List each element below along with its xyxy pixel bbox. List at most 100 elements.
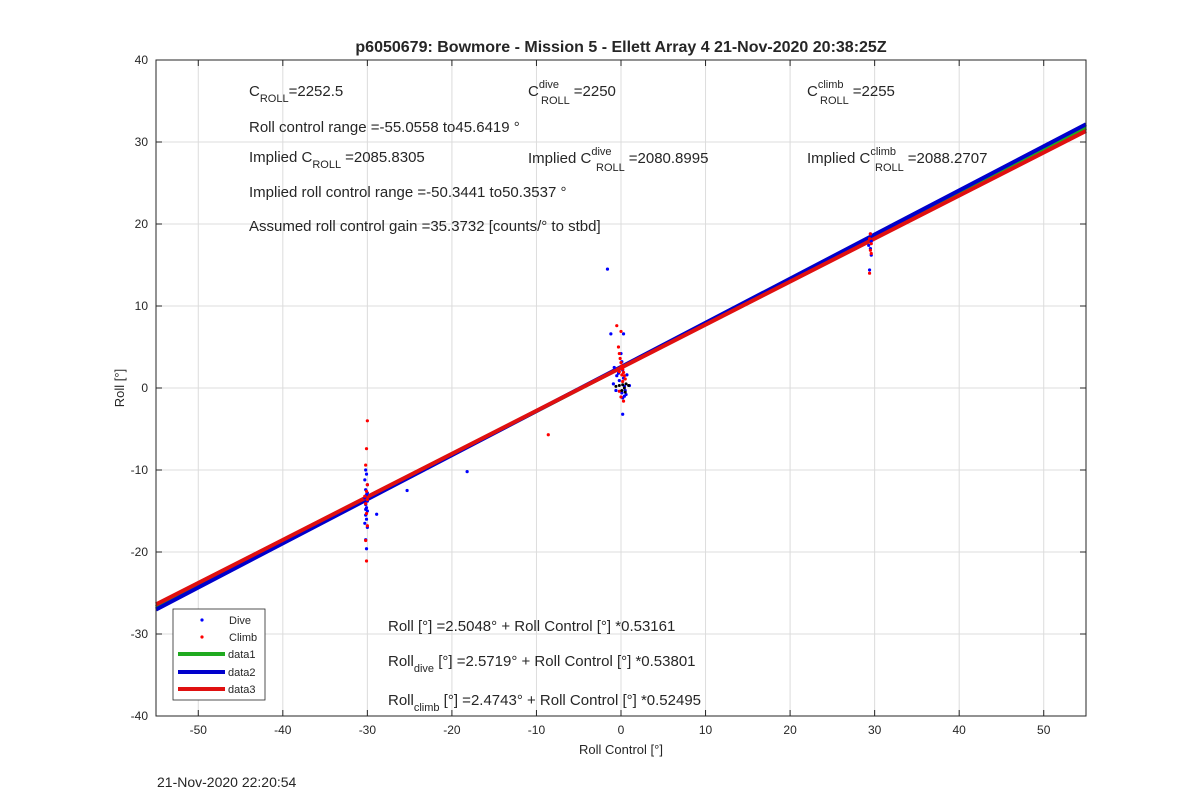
legend: Dive Climb data1 data2 data3 bbox=[172, 608, 266, 701]
point-climb bbox=[364, 447, 369, 451]
timestamp: 21-Nov-2020 22:20:54 bbox=[157, 774, 297, 790]
x-tick-label: 0 bbox=[618, 723, 625, 737]
point-dive bbox=[363, 521, 367, 525]
point-climb bbox=[364, 559, 369, 563]
x-tick-label: 20 bbox=[783, 723, 797, 737]
point-dive bbox=[465, 470, 469, 474]
point-climb bbox=[617, 389, 621, 393]
point-climb bbox=[620, 373, 624, 377]
y-tick-label: 0 bbox=[141, 381, 148, 395]
point-dive bbox=[621, 332, 626, 336]
y-tick-label: -20 bbox=[131, 545, 149, 559]
point-dive bbox=[363, 478, 367, 482]
x-tick-label: 40 bbox=[953, 723, 967, 737]
point-cursor bbox=[623, 390, 627, 394]
point-dive bbox=[364, 517, 369, 521]
point-climb bbox=[364, 511, 369, 516]
annotation-implied-c-roll: Implied CROLL =2085.8305 bbox=[249, 149, 425, 171]
fit-line-data3 bbox=[155, 129, 1087, 607]
point-climb bbox=[621, 399, 626, 403]
annotation-implied-c-climb: Implied Cclimb ROLL=2088.2707 bbox=[807, 146, 987, 174]
point-climb bbox=[620, 364, 624, 368]
y-tick-label: -40 bbox=[131, 709, 149, 723]
point-climb bbox=[364, 538, 368, 543]
legend-label-data2: data2 bbox=[228, 667, 256, 679]
point-dive bbox=[621, 412, 625, 416]
point-climb bbox=[615, 324, 619, 328]
legend-label-climb: Climb bbox=[229, 632, 257, 644]
legend-marker-dive bbox=[200, 618, 204, 622]
point-dive bbox=[867, 268, 872, 272]
annotation-fit-climb: Rollclimb [°] =2.4743° + Roll Control [°… bbox=[388, 692, 701, 714]
point-climb bbox=[365, 483, 369, 487]
axis-ticks: -50 -40 -30 -20 -10 0 10 20 30 40 50 -40 -30 -20 -10 0 1… bbox=[131, 53, 1086, 737]
point-cursor bbox=[620, 388, 624, 392]
point-climb bbox=[867, 271, 872, 275]
point-climb bbox=[867, 237, 872, 241]
point-dive bbox=[364, 547, 369, 551]
point-climb bbox=[623, 377, 627, 381]
x-tick-label: 10 bbox=[699, 723, 713, 737]
point-climb bbox=[365, 497, 369, 502]
y-axis-label: Roll [°] bbox=[112, 369, 127, 407]
point-dive bbox=[614, 388, 618, 393]
x-tick-label: -30 bbox=[359, 723, 377, 737]
annotation-c-climb: Cclimb ROLL=2255 bbox=[807, 79, 895, 107]
annotation-implied-range: Implied roll control range =-50.3441 to5… bbox=[249, 184, 566, 201]
point-climb bbox=[621, 367, 625, 371]
point-cursor bbox=[627, 384, 631, 388]
point-dive bbox=[364, 507, 368, 511]
legend-marker-climb bbox=[200, 635, 204, 639]
point-dive bbox=[612, 365, 616, 370]
annotation-c-dive: Cdive ROLL=2250 bbox=[528, 79, 616, 107]
point-dive bbox=[375, 512, 379, 516]
point-climb bbox=[869, 242, 873, 246]
point-climb bbox=[364, 463, 368, 467]
point-climb bbox=[868, 232, 873, 236]
point-climb bbox=[617, 351, 621, 356]
point-dive bbox=[867, 243, 871, 247]
point-dive bbox=[364, 468, 368, 472]
point-climb bbox=[619, 360, 623, 365]
point-dive bbox=[364, 472, 369, 476]
point-cursor bbox=[614, 384, 618, 388]
annotation-fit-dive: Rolldive [°] =2.5719° + Roll Control [°]… bbox=[388, 653, 696, 675]
point-dive bbox=[405, 488, 409, 493]
legend-label-dive: Dive bbox=[229, 615, 251, 627]
annotation-implied-c-dive: Implied Cdive ROLL=2080.8995 bbox=[528, 146, 708, 174]
y-tick-label: -10 bbox=[131, 463, 149, 477]
x-tick-label: 50 bbox=[1037, 723, 1051, 737]
point-climb bbox=[868, 248, 873, 252]
point-dive bbox=[609, 332, 613, 336]
point-climb bbox=[617, 370, 621, 374]
point-dive bbox=[622, 394, 626, 398]
point-dive bbox=[605, 267, 610, 271]
point-climb bbox=[364, 502, 368, 506]
point-dive bbox=[615, 374, 619, 378]
annotation-gain: Assumed roll control gain =35.3732 [coun… bbox=[249, 218, 601, 235]
point-climb bbox=[621, 379, 625, 384]
annotation-fit-all: Roll [°] =2.5048° + Roll Control [°] *0.… bbox=[388, 618, 675, 635]
point-climb bbox=[364, 489, 369, 493]
annotation-roll-range: Roll control range =-55.0558 to45.6419 ° bbox=[249, 119, 520, 136]
point-climb bbox=[365, 419, 369, 423]
point-cursor bbox=[621, 383, 625, 387]
y-tick-label: -30 bbox=[131, 627, 149, 641]
y-tick-label: 10 bbox=[135, 299, 149, 313]
chart-title: p6050679: Bowmore - Mission 5 - Ellett A… bbox=[355, 39, 886, 56]
point-dive bbox=[869, 239, 873, 243]
point-climb bbox=[869, 251, 873, 256]
point-climb bbox=[363, 494, 367, 498]
point-dive bbox=[611, 382, 615, 386]
data-points bbox=[363, 232, 873, 563]
point-dive bbox=[625, 373, 629, 377]
legend-label-data3: data3 bbox=[228, 684, 256, 696]
point-cursor bbox=[624, 382, 628, 386]
x-tick-label: 30 bbox=[868, 723, 882, 737]
point-climb bbox=[621, 370, 626, 375]
point-climb bbox=[365, 524, 369, 528]
legend-label-data1: data1 bbox=[228, 649, 256, 661]
point-climb bbox=[622, 374, 626, 378]
x-tick-label: -40 bbox=[274, 723, 292, 737]
